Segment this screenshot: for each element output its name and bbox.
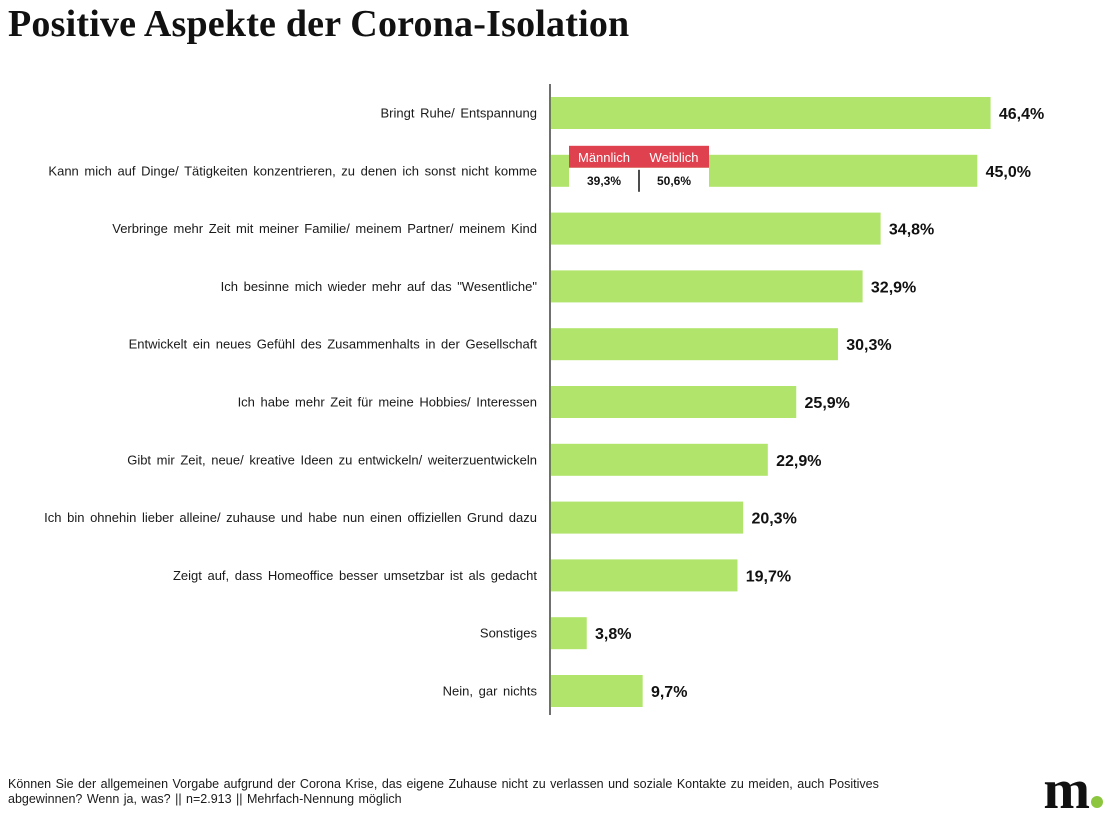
data-label: 20,3% xyxy=(751,511,796,528)
category-label: Ich bin ohnehin lieber alleine/ zuhause … xyxy=(44,510,537,525)
logo-dot xyxy=(1091,796,1103,808)
bar xyxy=(550,386,797,418)
inset-header xyxy=(569,145,709,168)
inset-group-label: Männlich xyxy=(578,150,630,165)
category-label: Ich besinne mich wieder mehr auf das "We… xyxy=(221,279,538,294)
data-label: 46,4% xyxy=(999,106,1044,123)
bar xyxy=(550,270,863,303)
data-label: 25,9% xyxy=(805,395,850,412)
data-label: 30,3% xyxy=(846,337,891,354)
data-label: 32,9% xyxy=(871,279,916,296)
bar xyxy=(550,617,587,650)
inset-group-value: 50,6% xyxy=(657,174,691,188)
inset-group-value: 39,3% xyxy=(587,174,621,188)
bar xyxy=(550,501,744,534)
bar xyxy=(550,559,738,592)
data-label: 34,8% xyxy=(889,222,934,239)
bar xyxy=(550,97,991,129)
bar xyxy=(550,675,643,707)
category-label: Ich habe mehr Zeit für meine Hobbies/ In… xyxy=(238,395,537,410)
brand-logo: m xyxy=(1043,762,1103,818)
category-label: Sonstiges xyxy=(480,626,538,641)
bar xyxy=(550,212,881,245)
inset-group-label: Weiblich xyxy=(650,150,699,165)
category-label: Verbringe mehr Zeit mit meiner Familie/ … xyxy=(112,221,537,236)
category-label: Bringt Ruhe/ Entspannung xyxy=(381,106,538,121)
footnote: Können Sie der allgemeinen Vorgabe aufgr… xyxy=(8,777,879,806)
data-label: 22,9% xyxy=(776,453,821,470)
data-label: 3,8% xyxy=(595,626,631,643)
bar-chart: Bringt Ruhe/ Entspannung 46,4% Kann mich a… xyxy=(44,84,1044,715)
chart-title: Positive Aspekte der Corona-Isolation xyxy=(8,3,630,45)
logo-letter: m xyxy=(1043,759,1090,821)
category-label: Nein, gar nichts xyxy=(443,684,538,699)
category-label: Gibt mir Zeit, neue/ kreative Ideen zu e… xyxy=(127,452,537,467)
category-label: Kann mich auf Dinge/ Tätigkeiten konzent… xyxy=(48,163,537,178)
data-label: 45,0% xyxy=(986,164,1031,181)
category-label: Entwickelt ein neues Gefühl des Zusammen… xyxy=(129,337,538,352)
bar xyxy=(550,328,838,361)
category-label: Zeigt auf, dass Homeoffice besser umsetz… xyxy=(173,568,537,583)
data-label: 19,7% xyxy=(746,568,791,585)
data-label: 9,7% xyxy=(651,684,687,701)
bar xyxy=(550,443,768,476)
